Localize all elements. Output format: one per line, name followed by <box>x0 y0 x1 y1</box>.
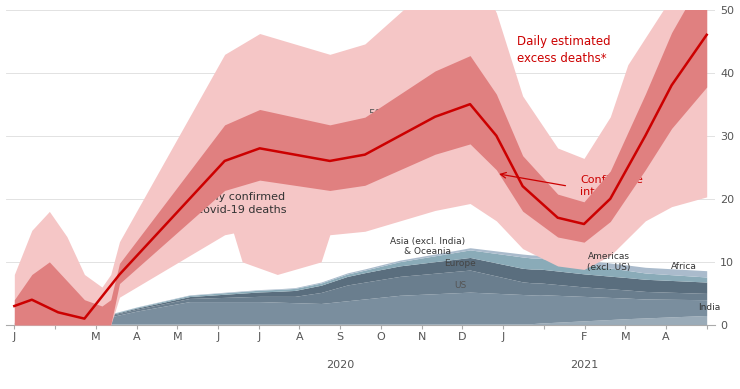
Text: Confidence
intervals: Confidence intervals <box>580 175 643 197</box>
Text: Daily estimated
excess deaths*: Daily estimated excess deaths* <box>517 35 610 65</box>
Text: 95%: 95% <box>426 109 449 119</box>
Text: US: US <box>454 281 466 290</box>
Text: 2021: 2021 <box>571 359 599 370</box>
Text: 2020: 2020 <box>326 359 354 370</box>
Text: Americas
(excl. US): Americas (excl. US) <box>588 252 630 272</box>
Text: Daily confirmed
covid-19 deaths: Daily confirmed covid-19 deaths <box>198 193 286 215</box>
Text: Africa: Africa <box>670 262 696 271</box>
Text: India: India <box>698 303 720 312</box>
Text: Europe: Europe <box>444 259 476 268</box>
Text: Asia (excl. India)
& Oceania: Asia (excl. India) & Oceania <box>391 237 465 256</box>
Text: 50%: 50% <box>369 109 391 119</box>
